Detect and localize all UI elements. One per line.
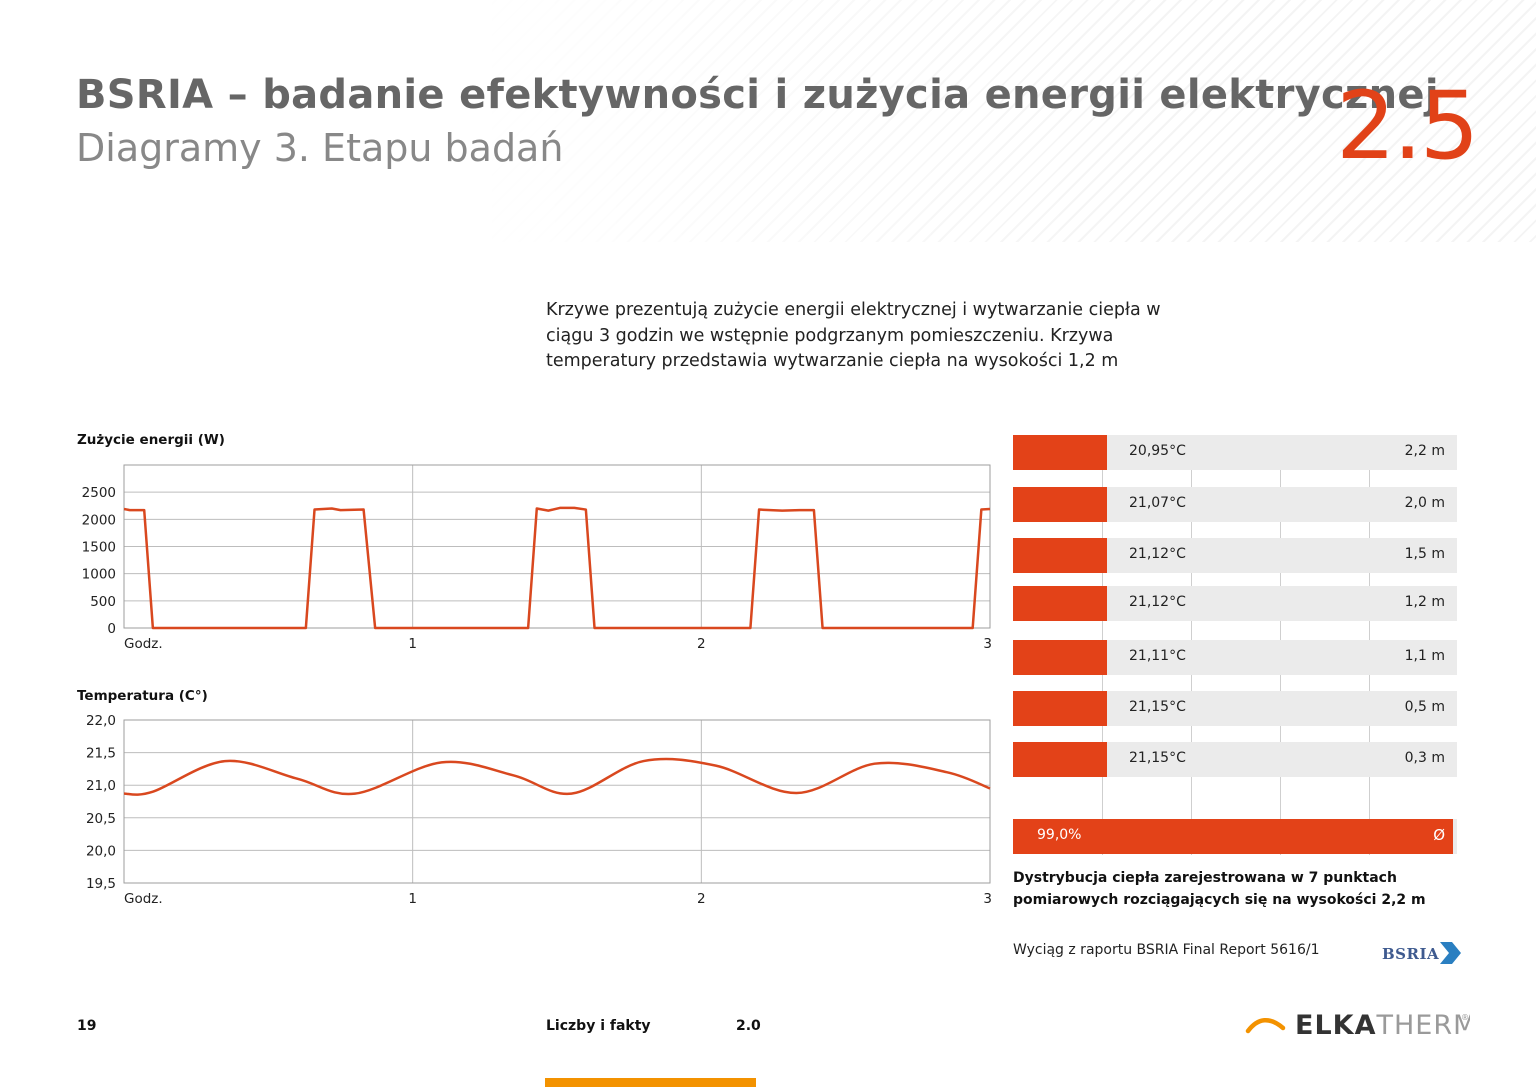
distribution-temperature: 21,12°C <box>1129 594 1186 610</box>
distribution-row: 21,15°C 0,3 m <box>1013 742 1457 777</box>
svg-text:ELKATHERM: ELKATHERM <box>1295 1010 1470 1041</box>
plot-frame <box>123 719 991 884</box>
distribution-row: 21,11°C 1,1 m <box>1013 640 1457 675</box>
distribution-height: 0,5 m <box>1404 699 1445 715</box>
y-tick-label: 500 <box>90 594 116 610</box>
section-number: 2.5 <box>1336 72 1479 181</box>
x-tick-label: 3 <box>983 891 992 907</box>
brand-arc-icon <box>1245 1018 1286 1034</box>
header-stripe-pattern <box>0 0 1536 242</box>
distribution-height: 0,3 m <box>1404 750 1445 766</box>
x-tick-label: 1 <box>408 636 417 652</box>
distribution-row: 21,15°C 0,5 m <box>1013 691 1457 726</box>
x-tick-label: Godz. <box>124 891 163 907</box>
x-tick-label: 2 <box>697 636 706 652</box>
page-number: 19 <box>77 1018 97 1034</box>
distribution-temperature: 21,15°C <box>1129 750 1186 766</box>
source-note: Wyciąg z raportu BSRIA Final Report 5616… <box>1013 942 1320 958</box>
distribution-row: 21,12°C 1,2 m <box>1013 586 1457 621</box>
series-line <box>123 757 991 796</box>
y-tick-label: 2000 <box>82 512 116 528</box>
distribution-row: 21,12°C 1,5 m <box>1013 538 1457 573</box>
temperature-chart: 22,0 21,5 21,0 20,5 20,0 19,5 Godz. 1 2 3 <box>86 713 992 907</box>
bsria-logo: BSRIA <box>1382 942 1461 964</box>
distribution-temperature: 21,07°C <box>1129 495 1186 511</box>
y-tick-label: 20,5 <box>86 811 116 827</box>
distribution-bar <box>1013 586 1107 621</box>
y-tick-label: 20,0 <box>86 843 116 859</box>
x-tick-label: 1 <box>408 891 417 907</box>
distribution-bar <box>1013 538 1107 573</box>
x-tick-label: Godz. <box>124 636 163 652</box>
y-tick-label: 1500 <box>82 540 116 556</box>
page-subtitle: Diagramy 3. Etapu badań <box>76 126 564 170</box>
distribution-temperature: 20,95°C <box>1129 443 1186 459</box>
average-symbol-icon: Ø <box>1433 826 1445 844</box>
y-tick-label: 2500 <box>82 485 116 501</box>
footer-section-code: 2.0 <box>736 1018 761 1034</box>
distribution-temperature: 21,12°C <box>1129 546 1186 562</box>
footer-accent-bar <box>545 1078 756 1087</box>
y-tick-label: 1000 <box>82 567 116 583</box>
brand-name-light: THERM <box>1375 1010 1470 1041</box>
footer-section-name: Liczby i fakty <box>546 1018 651 1034</box>
y-tick-label: 22,0 <box>86 713 116 729</box>
brand-name-bold: ELKA <box>1295 1010 1376 1041</box>
distribution-caption: Dystrybucja ciepła zarejestrowana w 7 pu… <box>1013 870 1426 908</box>
distribution-bar <box>1013 435 1107 470</box>
y-tick-label: 0 <box>107 621 116 637</box>
distribution-row: 21,07°C 2,0 m <box>1013 487 1457 522</box>
distribution-height: 1,1 m <box>1404 648 1445 664</box>
distribution-temperature: 21,11°C <box>1129 648 1186 664</box>
registered-mark: ® <box>1461 1013 1469 1022</box>
series-line <box>123 506 991 630</box>
distribution-bar <box>1013 487 1107 522</box>
distribution-summary-value: 99,0% <box>1037 827 1082 843</box>
y-tick-label: 21,0 <box>86 778 116 794</box>
energy-chart-title: Zużycie energii (W) <box>77 432 225 448</box>
y-tick-label: 21,5 <box>86 746 116 762</box>
x-tick-label: 2 <box>697 891 706 907</box>
distribution-temperature: 21,15°C <box>1129 699 1186 715</box>
distribution-height: 2,0 m <box>1404 495 1445 511</box>
energy-consumption-chart: 2500 2000 1500 1000 500 0 Godz. 1 2 3 <box>82 464 992 652</box>
distribution-bar <box>1013 691 1107 726</box>
temperature-chart-title: Temperatura (C°) <box>77 688 208 704</box>
distribution-summary-row: 99,0% Ø <box>1013 819 1457 854</box>
distribution-summary-bar <box>1013 819 1453 854</box>
distribution-row: 20,95°C 2,2 m <box>1013 435 1457 470</box>
intro-paragraph: Krzywe prezentują zużycie energii elektr… <box>546 300 1161 371</box>
page-title: BSRIA – badanie efektywności i zużycia e… <box>76 72 1439 118</box>
elkatherm-logo: ELKATHERM ® <box>1245 1010 1470 1041</box>
bsria-logo-text: BSRIA <box>1382 945 1439 963</box>
distribution-bar <box>1013 640 1107 675</box>
distribution-height: 1,5 m <box>1404 546 1445 562</box>
distribution-bar <box>1013 742 1107 777</box>
distribution-height: 2,2 m <box>1404 443 1445 459</box>
distribution-height: 1,2 m <box>1404 594 1445 610</box>
y-tick-label: 19,5 <box>86 876 116 892</box>
x-tick-label: 3 <box>983 636 992 652</box>
plot-frame <box>123 464 991 629</box>
